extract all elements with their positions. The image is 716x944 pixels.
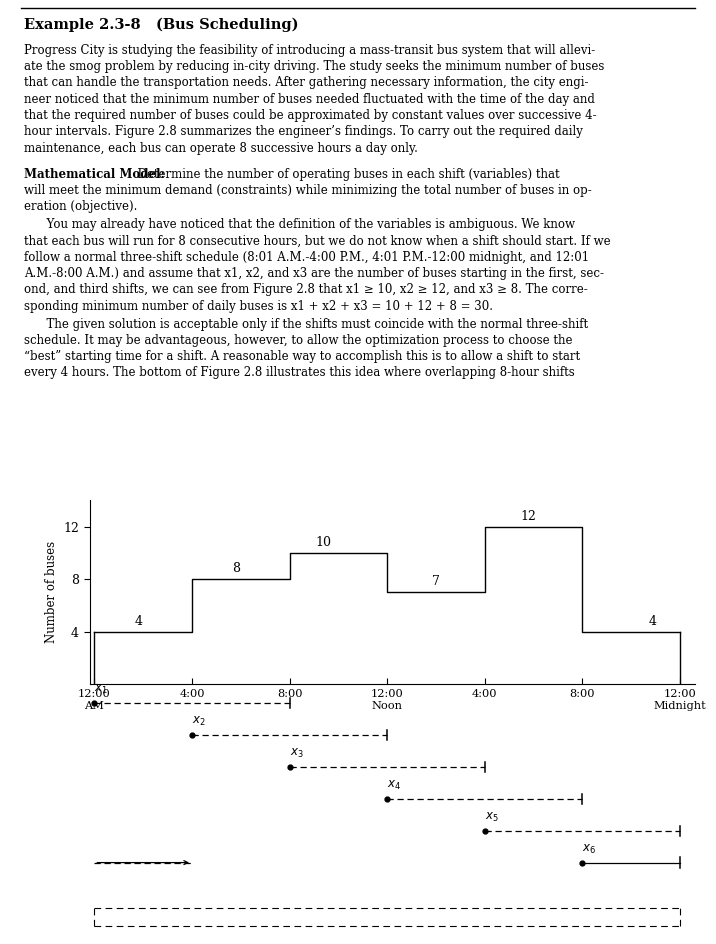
- Text: Example 2.3-8   (Bus Scheduling): Example 2.3-8 (Bus Scheduling): [24, 18, 298, 32]
- Text: $x_6$: $x_6$: [582, 842, 596, 855]
- Text: 7: 7: [432, 576, 440, 588]
- Text: ond, and third shifts, we can see from Figure 2.8 that x1 ≥ 10, x2 ≥ 12, and x3 : ond, and third shifts, we can see from F…: [24, 283, 587, 296]
- Text: Mathematical Model:: Mathematical Model:: [24, 168, 165, 180]
- Text: will meet the minimum demand (constraints) while minimizing the total number of : will meet the minimum demand (constraint…: [24, 184, 591, 197]
- Text: “best” starting time for a shift. A reasonable way to accomplish this is to allo: “best” starting time for a shift. A reas…: [24, 350, 580, 363]
- Text: that each bus will run for 8 consecutive hours, but we do not know when a shift : that each bus will run for 8 consecutive…: [24, 234, 610, 247]
- Text: ate the smog problem by reducing in-city driving. The study seeks the minimum nu: ate the smog problem by reducing in-city…: [24, 60, 604, 74]
- Text: 4: 4: [135, 615, 142, 628]
- Text: schedule. It may be advantageous, however, to allow the optimization process to : schedule. It may be advantageous, howeve…: [24, 334, 572, 346]
- Text: Progress City is studying the feasibility of introducing a mass-transit bus syst: Progress City is studying the feasibilit…: [24, 44, 595, 57]
- Text: that can handle the transportation needs. After gathering necessary information,: that can handle the transportation needs…: [24, 76, 588, 90]
- Text: eration (objective).: eration (objective).: [24, 200, 137, 213]
- Text: hour intervals. Figure 2.8 summarizes the engineer’s findings. To carry out the : hour intervals. Figure 2.8 summarizes th…: [24, 126, 583, 139]
- Y-axis label: Number of buses: Number of buses: [44, 541, 58, 644]
- Text: every 4 hours. The bottom of Figure 2.8 illustrates this idea where overlapping : every 4 hours. The bottom of Figure 2.8 …: [24, 366, 574, 379]
- Text: $x_4$: $x_4$: [387, 779, 401, 792]
- Text: 10: 10: [316, 536, 332, 549]
- Text: 12: 12: [521, 510, 536, 523]
- Text: sponding minimum number of daily buses is x1 + x2 + x3 = 10 + 12 + 8 = 30.: sponding minimum number of daily buses i…: [24, 299, 493, 312]
- Text: $x_5$: $x_5$: [485, 811, 498, 823]
- Text: follow a normal three-shift schedule (8:01 A.M.-4:00 P.M., 4:01 P.M.-12:00 midni: follow a normal three-shift schedule (8:…: [24, 251, 589, 263]
- Text: $x_1$: $x_1$: [95, 683, 108, 697]
- Text: $x_2$: $x_2$: [192, 715, 205, 728]
- Text: maintenance, each bus can operate 8 successive hours a day only.: maintenance, each bus can operate 8 succ…: [24, 142, 417, 155]
- Text: 8: 8: [232, 563, 240, 575]
- Text: The given solution is acceptable only if the shifts must coincide with the norma: The given solution is acceptable only if…: [24, 317, 588, 330]
- Text: Determine the number of operating buses in each shift (variables) that: Determine the number of operating buses …: [130, 168, 559, 180]
- Text: $x_3$: $x_3$: [289, 747, 304, 760]
- Text: A.M.-8:00 A.M.) and assume that x1, x2, and x3 are the number of buses starting : A.M.-8:00 A.M.) and assume that x1, x2, …: [24, 267, 604, 280]
- Text: You may already have noticed that the definition of the variables is ambiguous. : You may already have noticed that the de…: [24, 218, 575, 231]
- Text: 4: 4: [649, 615, 657, 628]
- Text: neer noticed that the minimum number of buses needed fluctuated with the time of: neer noticed that the minimum number of …: [24, 93, 594, 106]
- Text: that the required number of buses could be approximated by constant values over : that the required number of buses could …: [24, 110, 596, 122]
